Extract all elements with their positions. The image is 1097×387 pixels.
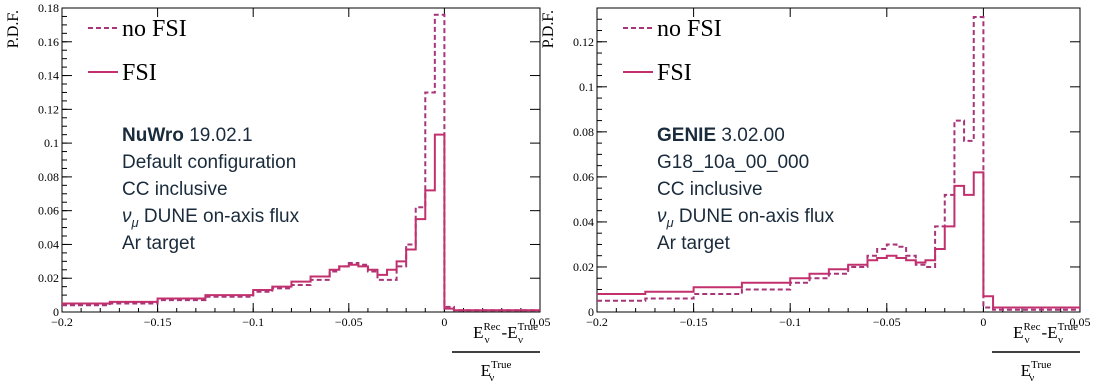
x-tick-label: −0.05 xyxy=(335,315,363,329)
x-tick-label: 0 xyxy=(441,315,447,329)
legend-label-fsi: FSI xyxy=(122,60,157,86)
flux-text: DUNE on-axis flux xyxy=(674,206,835,227)
annotation-generator-line: GENIE 3.02.00 xyxy=(657,125,785,146)
xl-e-rec: E xyxy=(473,323,483,342)
nu-symbol: ν xyxy=(122,206,132,227)
x-tick-label: −0.1 xyxy=(779,315,801,329)
generator-name: NuWro xyxy=(122,125,184,146)
annotation-config-line: Default configuration xyxy=(122,152,296,173)
xl-e-rec: E xyxy=(1013,323,1023,342)
series-line-no-fsi xyxy=(62,13,540,312)
y-tick-label: 0.04 xyxy=(38,237,59,251)
chart-panel-1: −0.2 −0.15 −0.1 −0.05 0 0.05 0 0.02 0.04 0.06 0.08… xyxy=(5,1,551,384)
xl-sub-nu-2: ν xyxy=(1058,334,1063,346)
x-tick-label: −0.2 xyxy=(51,315,73,329)
x-tick-label: −0.15 xyxy=(144,315,172,329)
series-line-fsi xyxy=(597,171,1080,309)
flux-text: DUNE on-axis flux xyxy=(139,206,300,227)
y-tick-label: 0.18 xyxy=(38,1,59,15)
generator-version: 19.02.1 xyxy=(184,125,253,146)
x-axis-label-numerator: ERec ν -ETrue ν xyxy=(1013,321,1078,346)
plot-frame xyxy=(596,7,1081,313)
legend-label-no-fsi: no FSI xyxy=(657,16,722,42)
xl-den-e: E xyxy=(481,361,491,380)
x-tick-label: 0.05 xyxy=(1070,315,1091,329)
xl-sup-true: True xyxy=(518,321,538,333)
xl-sub-nu-2: ν xyxy=(518,334,523,346)
y-tick-label: 0.04 xyxy=(573,215,594,229)
y-tick-label: 0.08 xyxy=(38,170,59,184)
x-tick-label: 0 xyxy=(980,315,986,329)
xl-e-true: E xyxy=(1047,323,1057,342)
x-tick-label: 0.05 xyxy=(530,315,551,329)
xl-e-true: E xyxy=(507,323,517,342)
series-line-no-fsi xyxy=(597,16,1080,311)
annotation-flux-line: νμ DUNE on-axis flux xyxy=(657,206,835,230)
x-tick-label: −0.05 xyxy=(873,315,901,329)
xl-den-sub: ν xyxy=(489,372,494,384)
y-tick-label: 0.12 xyxy=(573,35,594,49)
y-tick-label: 0.08 xyxy=(573,125,594,139)
x-tick-label: −0.15 xyxy=(680,315,708,329)
x-tick-label: −0.2 xyxy=(586,315,608,329)
xl-minus: - xyxy=(1042,323,1048,342)
series-line-fsi xyxy=(62,133,540,312)
nu-subscript: μ xyxy=(666,215,674,230)
legend-label-no-fsi: no FSI xyxy=(122,16,187,42)
y-tick-label: 0.16 xyxy=(38,35,59,49)
x-tick-label: −0.1 xyxy=(242,315,264,329)
y-axis-label: P.D.F. xyxy=(5,10,22,48)
xl-sup-rec: Rec xyxy=(1023,321,1040,333)
nu-subscript: μ xyxy=(131,215,139,230)
nu-symbol: ν xyxy=(657,206,667,227)
generator-name: GENIE xyxy=(657,125,716,146)
xl-den-sup: True xyxy=(1031,359,1051,371)
legend-label-fsi: FSI xyxy=(657,60,692,86)
y-axis-label: P.D.F. xyxy=(540,10,557,48)
xl-sup-true: True xyxy=(1058,321,1078,333)
x-axis-label-numerator: ERec ν -ETrue ν xyxy=(473,321,538,346)
y-tick-label: 0.12 xyxy=(38,102,59,116)
y-tick-label: 0.02 xyxy=(38,271,59,285)
xl-sup-rec: Rec xyxy=(483,321,500,333)
xl-den-e: E xyxy=(1021,361,1031,380)
annotation-target-line: Ar target xyxy=(657,233,731,254)
y-tick-label: 0.1 xyxy=(44,136,59,150)
y-tick-label: 0.06 xyxy=(38,204,59,218)
y-tick-label: 0.1 xyxy=(579,80,594,94)
annotation-channel-line: CC inclusive xyxy=(657,179,763,200)
y-tick-label: 0 xyxy=(588,305,594,319)
chart-panel-2: −0.2 −0.15 −0.1 −0.05 0 0.05 0 0.02 0.04 0.06 0.08… xyxy=(540,7,1091,384)
xl-sub-nu: ν xyxy=(485,334,490,346)
x-axis-label-denominator: ETrue ν xyxy=(1021,359,1052,384)
generator-version: 3.02.00 xyxy=(716,125,785,146)
annotation-config-line: G18_10a_00_000 xyxy=(657,152,809,173)
x-axis-label-denominator: ETrue ν xyxy=(481,359,512,384)
y-tick-label: 0 xyxy=(53,305,59,319)
y-tick-label: 0.14 xyxy=(38,69,59,83)
xl-sub-nu: ν xyxy=(1025,334,1030,346)
y-tick-label: 0.02 xyxy=(573,260,594,274)
annotation-generator-line: NuWro 19.02.1 xyxy=(122,125,253,146)
annotation-flux-line: νμ DUNE on-axis flux xyxy=(122,206,300,230)
annotation-channel-line: CC inclusive xyxy=(122,179,228,200)
xl-minus: - xyxy=(502,323,508,342)
y-tick-label: 0.06 xyxy=(573,170,594,184)
xl-den-sup: True xyxy=(491,359,511,371)
annotation-target-line: Ar target xyxy=(122,233,196,254)
xl-den-sub: ν xyxy=(1029,372,1034,384)
